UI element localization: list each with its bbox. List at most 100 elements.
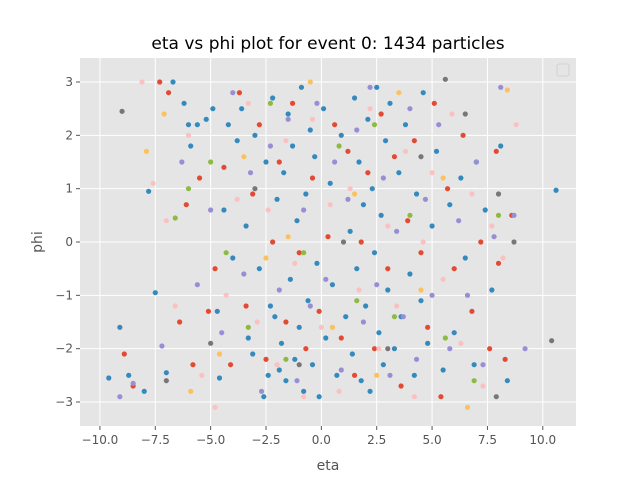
scatter-point [216, 351, 223, 357]
scatter-point [371, 250, 378, 256]
scatter-point [511, 239, 517, 245]
x-tick-label: 10.0 [529, 433, 556, 447]
scatter-point [522, 346, 528, 352]
scatter-point [221, 207, 227, 213]
scatter-point [179, 159, 185, 165]
scatter-point [263, 255, 269, 261]
scatter-point [296, 250, 302, 256]
scatter-point [247, 170, 254, 176]
scatter-point [294, 378, 300, 384]
scatter-point [252, 186, 258, 192]
scatter-point [157, 79, 163, 85]
scatter-point [380, 175, 386, 181]
x-tick-label: 5.0 [423, 433, 442, 447]
scatter-point [336, 388, 342, 394]
scatter-point [418, 154, 424, 160]
scatter-point [283, 378, 289, 384]
scatter-point [332, 159, 338, 165]
scatter-point [385, 287, 391, 293]
scatter-point [391, 154, 398, 160]
scatter-point [309, 362, 316, 368]
scatter-point [307, 79, 313, 85]
x-tick-label: −7.5 [141, 433, 170, 447]
scatter-point [307, 127, 313, 133]
scatter-point [150, 180, 156, 186]
scatter-point [447, 202, 453, 208]
scatter-point [254, 319, 260, 325]
scatter-point [152, 290, 158, 296]
scatter-point [374, 282, 380, 288]
scatter-point [356, 287, 362, 293]
scatter-point [208, 159, 214, 165]
scatter-point [358, 378, 364, 384]
scatter-point [482, 207, 488, 213]
scatter-point [303, 346, 309, 352]
scatter-point [312, 154, 318, 160]
scatter-point [212, 404, 218, 410]
scatter-point [285, 116, 291, 122]
scatter-point [194, 282, 200, 288]
scatter-point [270, 239, 276, 245]
scatter-point [323, 276, 329, 282]
scatter-point [376, 330, 382, 336]
scatter-point [405, 218, 411, 224]
scatter-point [385, 266, 391, 272]
scatter-point [495, 260, 502, 266]
scatter-point [130, 380, 136, 386]
scatter-point [263, 159, 269, 165]
scatter-point [265, 372, 271, 378]
scatter-point [161, 111, 167, 117]
scatter-point [234, 138, 240, 144]
scatter-point [210, 106, 216, 112]
scatter-point [420, 239, 426, 245]
scatter-point [402, 122, 409, 128]
scatter-point [329, 324, 336, 330]
scatter-point [374, 84, 380, 90]
scatter-point [471, 378, 477, 384]
scatter-point [354, 266, 360, 272]
scatter-point [380, 362, 386, 368]
data-points [106, 76, 559, 410]
scatter-point [219, 330, 225, 336]
scatter-point [281, 170, 287, 176]
scatter-point [378, 212, 384, 218]
scatter-point [371, 122, 378, 128]
scatter-point [425, 324, 431, 330]
scatter-point [243, 303, 249, 309]
scatter-point [398, 383, 404, 389]
scatter-point [250, 351, 256, 357]
scatter-point [185, 122, 192, 128]
scatter-point [365, 116, 371, 122]
y-tick-label: 0 [65, 235, 73, 249]
chart-title: eta vs phi plot for event 0: 1434 partic… [151, 34, 504, 54]
scatter-point [274, 362, 280, 368]
scatter-point [402, 148, 409, 154]
scatter-point [121, 351, 127, 357]
scatter-point [365, 170, 371, 176]
scatter-point [303, 191, 309, 197]
scatter-point [369, 186, 375, 192]
scatter-point [442, 76, 448, 82]
scatter-point [208, 340, 214, 346]
scatter-point [358, 239, 364, 245]
scatter-point [252, 132, 258, 138]
scatter-point [498, 84, 504, 90]
scatter-point [276, 159, 282, 165]
scatter-point [387, 100, 393, 106]
scatter-point [460, 132, 466, 138]
scatter-point [345, 148, 351, 154]
scatter-point [301, 250, 307, 256]
scatter-point [354, 298, 360, 304]
scatter-point [420, 90, 426, 96]
scatter-point [396, 170, 402, 176]
scatter-point [513, 122, 519, 128]
scatter-point [458, 175, 464, 181]
scatter-point [487, 346, 493, 352]
scatter-point [491, 234, 497, 240]
scatter-point [283, 319, 289, 325]
scatter-point [493, 394, 499, 400]
scatter-point [309, 116, 316, 122]
scatter-point [456, 218, 462, 224]
scatter-point [278, 340, 285, 346]
